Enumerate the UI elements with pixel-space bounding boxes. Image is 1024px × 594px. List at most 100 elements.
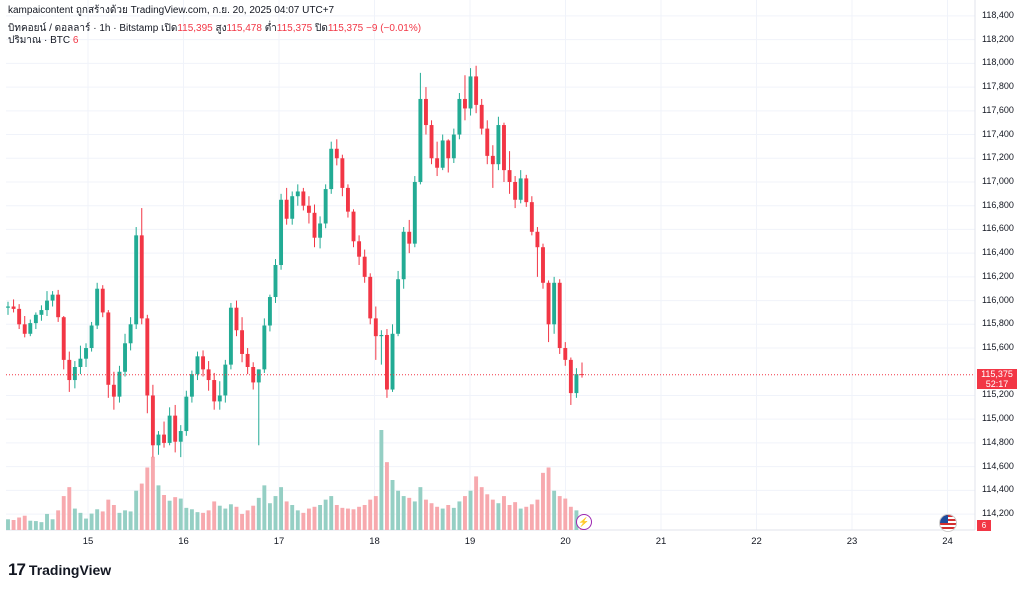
candle-body[interactable] bbox=[84, 348, 88, 359]
candle-body[interactable] bbox=[50, 294, 55, 301]
candle-body[interactable] bbox=[351, 211, 356, 242]
candle-body[interactable] bbox=[440, 140, 445, 168]
candle-body[interactable] bbox=[463, 98, 467, 109]
candle-body[interactable] bbox=[513, 181, 518, 200]
candle-body[interactable] bbox=[435, 158, 440, 168]
candle-body[interactable] bbox=[212, 380, 217, 402]
candle-body[interactable] bbox=[379, 334, 384, 337]
candle-body[interactable] bbox=[485, 128, 490, 156]
candle-body[interactable] bbox=[28, 323, 33, 334]
candle-body[interactable] bbox=[424, 98, 428, 126]
candle-body[interactable] bbox=[195, 356, 200, 375]
volume-label[interactable]: ปริมาณ · BTC bbox=[8, 35, 71, 46]
candle-body[interactable] bbox=[318, 223, 323, 238]
candle-body[interactable] bbox=[234, 307, 239, 331]
candle-body[interactable] bbox=[340, 158, 345, 188]
candle-body[interactable] bbox=[262, 325, 267, 370]
candle-body[interactable] bbox=[312, 212, 317, 238]
candle-body[interactable] bbox=[368, 276, 373, 319]
candle-body[interactable] bbox=[479, 104, 484, 129]
candle-body[interactable] bbox=[563, 348, 568, 360]
candle-body[interactable] bbox=[223, 364, 228, 396]
candle-body[interactable] bbox=[541, 247, 545, 283]
candle-body[interactable] bbox=[45, 300, 49, 311]
us-flag-icon[interactable] bbox=[939, 514, 957, 532]
candle-body[interactable] bbox=[552, 282, 557, 325]
candle-body[interactable] bbox=[329, 148, 334, 190]
candle-body[interactable] bbox=[167, 415, 172, 443]
candle-body[interactable] bbox=[502, 125, 506, 171]
volume-legend[interactable]: ปริมาณ · BTC 6 bbox=[8, 34, 78, 47]
candle-body[interactable] bbox=[267, 297, 272, 326]
candle-body[interactable] bbox=[407, 231, 412, 244]
candle-body[interactable] bbox=[474, 76, 479, 105]
candle-body[interactable] bbox=[301, 191, 306, 206]
candle-body[interactable] bbox=[345, 187, 350, 212]
candle-body[interactable] bbox=[240, 330, 245, 354]
interval-label[interactable]: 1h bbox=[99, 23, 111, 34]
candle-body[interactable] bbox=[273, 265, 278, 298]
candle-body[interactable] bbox=[306, 205, 311, 213]
candle-body[interactable] bbox=[6, 306, 10, 308]
candle-body[interactable] bbox=[201, 356, 205, 370]
candle-body[interactable] bbox=[290, 196, 295, 219]
candle-body[interactable] bbox=[357, 241, 362, 257]
candle-body[interactable] bbox=[557, 282, 562, 349]
candle-body[interactable] bbox=[17, 308, 22, 325]
candle-body[interactable] bbox=[245, 353, 250, 367]
candle-body[interactable] bbox=[385, 334, 389, 390]
candle-body[interactable] bbox=[228, 307, 233, 365]
candle-body[interactable] bbox=[106, 312, 111, 385]
candle-body[interactable] bbox=[418, 98, 423, 182]
candle-body[interactable] bbox=[39, 310, 44, 315]
candle-body[interactable] bbox=[89, 325, 94, 349]
candle-body[interactable] bbox=[390, 333, 395, 390]
candle-body[interactable] bbox=[507, 170, 512, 182]
candle-body[interactable] bbox=[145, 318, 150, 396]
candle-body[interactable] bbox=[173, 415, 178, 442]
candle-body[interactable] bbox=[412, 181, 417, 244]
candle-body[interactable] bbox=[518, 178, 523, 200]
candle-body[interactable] bbox=[496, 125, 501, 165]
candle-body[interactable] bbox=[33, 314, 38, 324]
candle-body[interactable] bbox=[373, 318, 378, 337]
symbol-name[interactable]: บิทคอยน์ / ดอลลาร์ bbox=[8, 23, 91, 34]
candle-body[interactable] bbox=[323, 189, 328, 224]
candle-body[interactable] bbox=[117, 371, 122, 397]
candle-body[interactable] bbox=[429, 125, 434, 159]
tradingview-logo[interactable]: 17 TradingView bbox=[8, 560, 111, 580]
candle-body[interactable] bbox=[162, 434, 166, 443]
candle-body[interactable] bbox=[150, 395, 155, 446]
candle-body[interactable] bbox=[396, 279, 401, 334]
candle-body[interactable] bbox=[362, 256, 367, 277]
candle-body[interactable] bbox=[279, 199, 284, 265]
candle-body[interactable] bbox=[251, 367, 256, 383]
candle-body[interactable] bbox=[206, 369, 211, 381]
candle-body[interactable] bbox=[56, 294, 61, 318]
candle-body[interactable] bbox=[128, 324, 133, 344]
candle-body[interactable] bbox=[295, 191, 300, 197]
candle-body[interactable] bbox=[11, 306, 16, 309]
candle-body[interactable] bbox=[178, 431, 183, 442]
candle-body[interactable] bbox=[451, 134, 456, 159]
candle-body[interactable] bbox=[61, 317, 66, 360]
candle-body[interactable] bbox=[156, 434, 161, 446]
candle-body[interactable] bbox=[123, 343, 127, 372]
candle-body[interactable] bbox=[95, 288, 100, 326]
candle-body[interactable] bbox=[535, 231, 540, 248]
candle-body[interactable] bbox=[524, 178, 529, 203]
candle-body[interactable] bbox=[574, 374, 579, 394]
candle-body[interactable] bbox=[217, 395, 222, 402]
candle-body[interactable] bbox=[134, 235, 139, 325]
ohlc-legend[interactable]: บิทคอยน์ / ดอลลาร์ · 1h · Bitstamp เปิด1… bbox=[8, 22, 421, 35]
candle-body[interactable] bbox=[457, 98, 462, 135]
candle-body[interactable] bbox=[401, 231, 406, 280]
candle-body[interactable] bbox=[490, 155, 495, 165]
candle-body[interactable] bbox=[184, 396, 189, 432]
candle-body[interactable] bbox=[189, 374, 194, 397]
candle-body[interactable] bbox=[67, 359, 72, 381]
candle-body[interactable] bbox=[78, 358, 83, 367]
candle-body[interactable] bbox=[334, 148, 339, 159]
